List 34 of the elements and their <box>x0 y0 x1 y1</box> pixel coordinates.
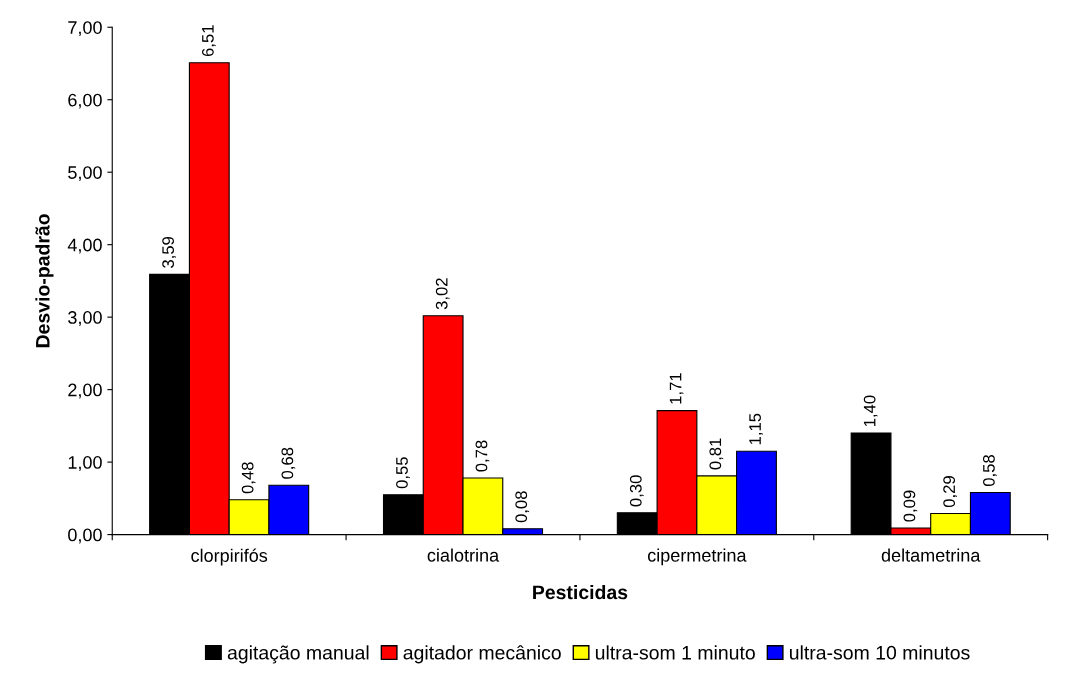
y-tick-label: 4,00 <box>67 238 102 254</box>
y-tick-label: 2,00 <box>68 383 102 399</box>
y-tick-label: 7,00 <box>68 21 102 37</box>
y-tick-label: 3,00 <box>68 311 102 326</box>
data-label: 0,08 <box>515 491 530 523</box>
y-tick-label: 1,00 <box>68 456 102 471</box>
legend-label: ultra-som 1 minuto <box>595 645 755 660</box>
data-label: 0,29 <box>943 476 958 508</box>
x-tick-label: cialotrina <box>427 548 500 562</box>
x-axis-title: Pesticidas <box>533 584 628 600</box>
data-label: 1,40 <box>863 395 878 427</box>
data-label: 0,58 <box>983 455 997 487</box>
legend-label: agitação manual <box>227 645 369 664</box>
data-label: 1,71 <box>669 373 684 404</box>
data-label: 0,78 <box>475 440 490 472</box>
data-label: 0,48 <box>241 462 256 494</box>
data-label: 0,09 <box>903 490 918 522</box>
data-label: 0,81 <box>709 438 724 470</box>
legend-label: agitador mecânico <box>403 645 561 664</box>
y-tick-label: 6,00 <box>68 93 102 109</box>
x-tick-label: deltametrina <box>881 548 981 562</box>
data-label: 0,55 <box>396 457 410 489</box>
data-label: 3,59 <box>162 236 176 268</box>
y-axis-title: Desvio-padrão <box>35 214 54 348</box>
legend-label: ultra-som 10 minutos <box>790 645 970 660</box>
data-label: 6,51 <box>201 25 216 57</box>
y-tick-label: 0,00 <box>68 528 102 544</box>
data-label: 3,02 <box>435 278 450 310</box>
x-tick-label: clorpirifós <box>191 548 268 566</box>
data-label: 1,15 <box>749 413 763 445</box>
data-label: 0,68 <box>281 447 296 479</box>
y-tick-label: 5,00 <box>68 166 102 182</box>
data-label: 0,30 <box>629 475 644 507</box>
x-tick-label: cipermetrina <box>647 548 747 566</box>
